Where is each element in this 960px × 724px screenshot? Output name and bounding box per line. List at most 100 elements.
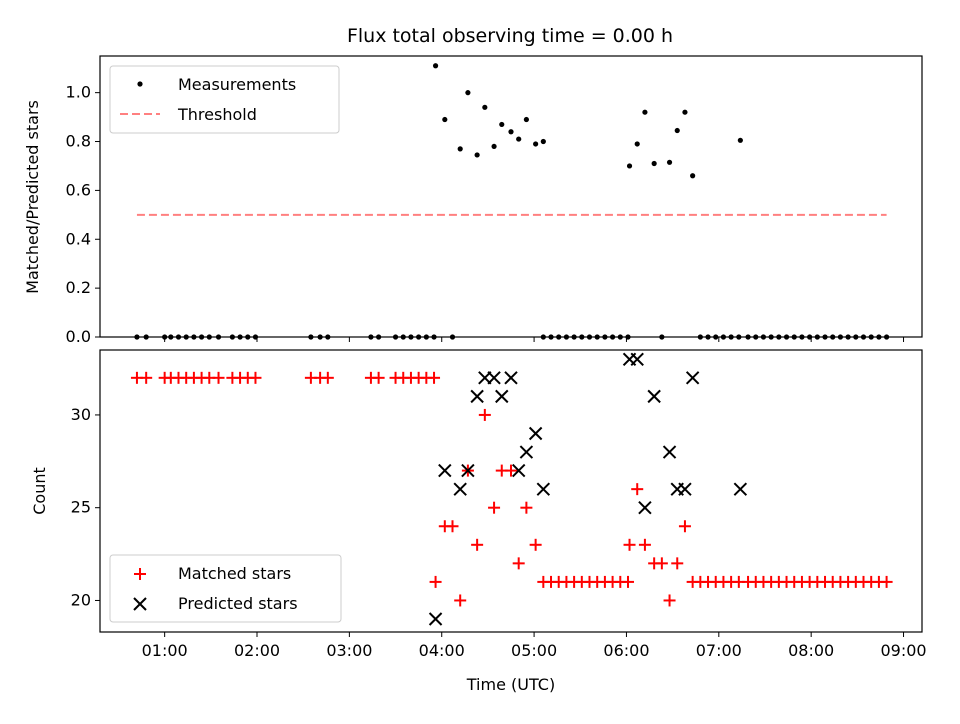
measurement-point bbox=[408, 334, 414, 340]
measurement-point bbox=[760, 334, 767, 340]
measurement-point bbox=[317, 334, 323, 340]
measurement-point bbox=[609, 334, 616, 340]
measurement-point bbox=[837, 334, 844, 340]
x-tick-label: 06:00 bbox=[603, 641, 649, 660]
measurement-point bbox=[737, 137, 743, 143]
measurement-point bbox=[791, 334, 797, 340]
measurement-point bbox=[508, 129, 514, 135]
measurement-point bbox=[876, 334, 882, 340]
measurement-point bbox=[499, 121, 505, 128]
measurement-point bbox=[705, 334, 711, 340]
matched-star-point bbox=[446, 520, 459, 533]
predicted-star-stroke-b bbox=[662, 445, 677, 459]
measurement-point bbox=[814, 334, 820, 340]
measurement-point bbox=[215, 334, 222, 340]
measurement-point bbox=[868, 334, 874, 340]
predicted-star-stroke-b bbox=[519, 445, 534, 459]
measurement-point bbox=[626, 163, 633, 169]
matched-star-point bbox=[505, 464, 517, 477]
predicted-star-point bbox=[662, 445, 677, 459]
measurement-point bbox=[697, 334, 703, 340]
top-panel: Matched/Predicted stars bbox=[23, 55, 923, 338]
predicted-star-point bbox=[504, 371, 518, 385]
measurement-point bbox=[556, 334, 562, 340]
matched-star-point bbox=[520, 501, 533, 514]
measurement-point bbox=[523, 116, 529, 123]
measurement-point bbox=[666, 159, 673, 165]
measurement-point bbox=[168, 334, 174, 340]
matched-star-point bbox=[140, 371, 153, 384]
measurement-point bbox=[830, 334, 836, 340]
predicted-star-point bbox=[428, 612, 443, 626]
x-tick-label: 05:00 bbox=[511, 641, 557, 660]
matched-star-point bbox=[454, 594, 467, 607]
measurement-point bbox=[883, 334, 890, 340]
measurement-point bbox=[579, 334, 585, 340]
measurement-point bbox=[783, 334, 790, 340]
measurement-point bbox=[325, 334, 331, 340]
predicted-star-point bbox=[733, 482, 748, 496]
predicted-star-stroke-b bbox=[504, 371, 518, 385]
measurement-point bbox=[457, 146, 463, 152]
matched-star-point bbox=[212, 371, 225, 384]
predicted-star-point bbox=[647, 389, 661, 404]
measurement-point bbox=[659, 334, 665, 340]
measurement-point bbox=[753, 334, 759, 340]
bottom-y-tick-label: 25 bbox=[71, 498, 91, 517]
predicted-star-stroke-b bbox=[428, 612, 443, 626]
measurement-point bbox=[682, 109, 688, 115]
measurement-point bbox=[745, 334, 751, 340]
measurement-point bbox=[516, 136, 522, 142]
measurement-point bbox=[229, 334, 235, 340]
top-legend-box bbox=[109, 65, 340, 134]
measurement-point bbox=[134, 334, 140, 340]
predicted-star-point bbox=[453, 482, 467, 496]
predicted-star-stroke-b bbox=[487, 371, 501, 385]
predicted-star-stroke-b bbox=[470, 389, 484, 404]
predicted-star-stroke-b bbox=[495, 389, 509, 404]
measurement-point bbox=[736, 334, 742, 340]
top-legend: Measurements Threshold bbox=[109, 65, 340, 134]
predicted-star-stroke-b bbox=[678, 482, 692, 496]
predicted-star-point bbox=[461, 463, 475, 478]
predicted-star-stroke-b bbox=[511, 463, 526, 478]
matched-star-point bbox=[638, 538, 651, 551]
measurement-point bbox=[376, 334, 382, 340]
measurement-point bbox=[533, 141, 539, 147]
chart-title: Flux total observing time = 0.00 h bbox=[347, 25, 673, 47]
bottom-data-marks bbox=[130, 352, 893, 626]
predicted-star-point bbox=[519, 445, 534, 459]
measurement-point bbox=[540, 334, 546, 340]
legend-predicted-marker bbox=[133, 597, 147, 611]
matched-star-point bbox=[372, 371, 385, 384]
measurement-point bbox=[423, 334, 429, 340]
measurement-point bbox=[400, 334, 406, 340]
legend-measurements-label: Measurements bbox=[178, 75, 296, 94]
matched-star-point bbox=[655, 557, 668, 570]
top-y-axis-label: Matched/Predicted stars bbox=[23, 100, 42, 294]
x-tick-label: 08:00 bbox=[788, 641, 834, 660]
measurement-point bbox=[602, 334, 608, 340]
x-tick-label: 09:00 bbox=[880, 641, 926, 660]
measurement-point bbox=[245, 334, 251, 340]
predicted-star-stroke-b bbox=[685, 371, 700, 385]
matched-star-point bbox=[880, 575, 893, 588]
measurement-point bbox=[571, 334, 577, 340]
measurement-point bbox=[822, 334, 828, 340]
measurement-point bbox=[175, 334, 182, 340]
measurement-point bbox=[563, 334, 570, 340]
predicted-star-point bbox=[638, 500, 652, 515]
matched-star-point bbox=[428, 371, 441, 384]
predicted-star-point bbox=[511, 463, 526, 478]
x-tick-label: 04:00 bbox=[419, 641, 465, 660]
predicted-star-stroke-b bbox=[438, 463, 452, 478]
measurement-point bbox=[594, 334, 600, 340]
measurement-point bbox=[143, 334, 149, 340]
predicted-star-point bbox=[470, 389, 484, 404]
measurement-point bbox=[674, 127, 680, 134]
matched-star-point bbox=[249, 371, 262, 384]
top-y-tick-label: 0.2 bbox=[66, 278, 91, 297]
predicted-star-point bbox=[438, 463, 452, 478]
measurement-point bbox=[491, 143, 497, 150]
